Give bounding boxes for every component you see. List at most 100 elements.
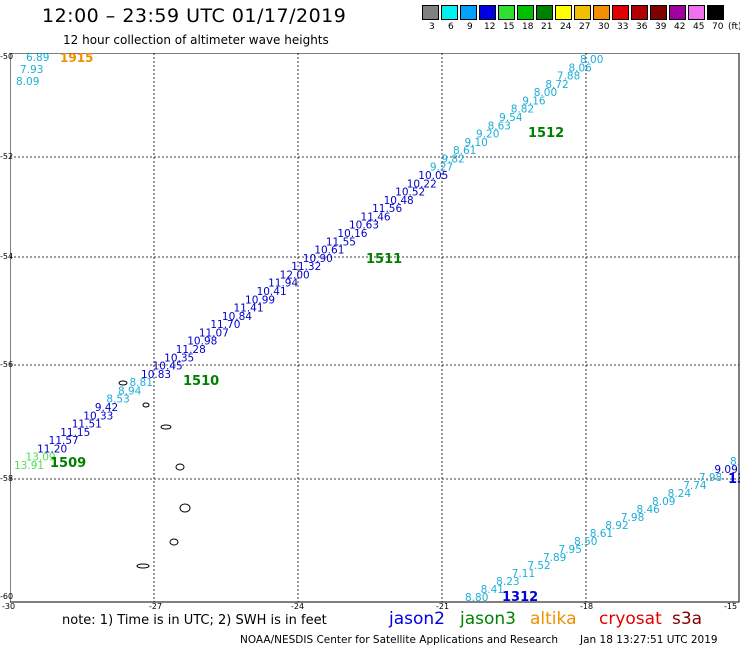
swh-reading: 9.27 bbox=[430, 162, 453, 174]
swh-reading: 8.09 bbox=[16, 76, 39, 88]
swh-reading: 10.90 bbox=[303, 253, 333, 265]
swh-reading: 9.16 bbox=[522, 95, 546, 107]
lat-label: -50 bbox=[0, 52, 14, 61]
color-scale-tick-label: 45 bbox=[693, 22, 705, 32]
color-scale-tick-label: 30 bbox=[598, 22, 610, 32]
swh-reading: 8.24 bbox=[668, 488, 692, 500]
color-swatch bbox=[612, 5, 629, 20]
wave-height-map: 6.89 7.93 8.09 8.00 8.06 7.88 8.72 8.00 9.16 8.82… bbox=[10, 53, 740, 603]
swh-reading: 7.74 bbox=[683, 480, 707, 492]
swh-reading: 10.22 bbox=[407, 178, 437, 190]
swh-reading: 10.41 bbox=[257, 286, 287, 298]
color-scale-tick-label: 9 bbox=[467, 22, 473, 32]
swh-reading: 6.89 bbox=[26, 53, 49, 64]
swh-reading: 8.46 bbox=[636, 504, 660, 516]
swh-reading: 11.15 bbox=[60, 427, 90, 439]
swh-reading: 10.84 bbox=[222, 311, 252, 323]
units-note: note: 1) Time is in UTC; 2) SWH is in fe… bbox=[62, 613, 327, 628]
swh-reading: 11.32 bbox=[291, 261, 321, 273]
color-swatch bbox=[650, 5, 667, 20]
swh-reading: 9.10 bbox=[464, 137, 487, 149]
lat-label: -52 bbox=[0, 152, 14, 161]
swh-reading: 11.51 bbox=[72, 419, 102, 431]
swh-reading: 10.99 bbox=[245, 294, 275, 306]
swh-reading: 8.94 bbox=[118, 385, 142, 397]
footer-agency: NOAA/NESDIS Center for Satellite Applica… bbox=[240, 634, 558, 646]
swh-reading: 11.94 bbox=[268, 278, 298, 290]
color-scale-tick-label: 70 bbox=[712, 22, 724, 32]
swh-reading: 8.00 bbox=[534, 87, 557, 99]
island-outline bbox=[169, 538, 179, 546]
swh-reading: 10.98 bbox=[187, 336, 217, 348]
swh-reading: 7.98 bbox=[699, 472, 722, 484]
island-outline bbox=[142, 402, 150, 408]
swh-reading: 8.53 bbox=[106, 394, 129, 406]
footer-timestamp: Jan 18 13:27:51 UTC 2019 bbox=[580, 634, 718, 646]
color-scale-tick-label: 21 bbox=[541, 22, 553, 32]
swh-reading: 8.06 bbox=[568, 62, 592, 74]
swh-reading: 8.46 bbox=[730, 456, 740, 468]
swh-reading: 11.55 bbox=[326, 236, 356, 248]
color-swatch bbox=[555, 5, 572, 20]
lon-label: -30 bbox=[2, 602, 16, 611]
color-swatch bbox=[574, 5, 591, 20]
legend-altika: altika bbox=[530, 609, 577, 629]
swh-reading: 10.61 bbox=[314, 245, 344, 257]
swh-reading: 7.98 bbox=[621, 512, 644, 524]
lat-label: -56 bbox=[0, 360, 14, 369]
swh-reading: 10.52 bbox=[395, 187, 425, 199]
swh-reading: 7.88 bbox=[557, 71, 580, 83]
lon-label: -24 bbox=[291, 602, 305, 611]
color-scale-tick-label: 27 bbox=[579, 22, 591, 32]
color-swatch bbox=[707, 5, 724, 20]
swh-reading: 8.92 bbox=[605, 520, 628, 532]
swh-reading: 11.28 bbox=[176, 344, 206, 356]
pass-time-label: 13 bbox=[728, 472, 740, 487]
color-scale-tick-label: 24 bbox=[560, 22, 572, 32]
swh-reading: 8.72 bbox=[545, 79, 568, 91]
swh-reading: 8.80 bbox=[465, 592, 488, 603]
legend-jason2: jason2 bbox=[389, 609, 445, 629]
swh-reading: 9.09 bbox=[714, 464, 737, 476]
island-outline bbox=[160, 424, 172, 430]
legend-jason3: jason3 bbox=[460, 609, 516, 629]
swh-reading: 10.48 bbox=[384, 195, 414, 207]
swh-reading: 11.20 bbox=[37, 443, 67, 455]
island-outline bbox=[118, 380, 128, 386]
swh-reading: 11.07 bbox=[199, 327, 229, 339]
swh-reading: 11.56 bbox=[372, 203, 402, 215]
lon-label: -15 bbox=[724, 602, 738, 611]
lon-label: -27 bbox=[149, 602, 163, 611]
page-subtitle: 12 hour collection of altimeter wave hei… bbox=[63, 33, 329, 47]
island-outline bbox=[136, 563, 150, 569]
pass-time-label: 1509 bbox=[50, 456, 86, 471]
swh-reading: 10.45 bbox=[153, 361, 183, 373]
color-swatch bbox=[422, 5, 439, 20]
lat-label: -60 bbox=[0, 592, 14, 601]
swh-reading: 10.16 bbox=[337, 228, 367, 240]
color-scale-tick-label: 15 bbox=[503, 22, 515, 32]
swh-reading: 8.81 bbox=[130, 377, 153, 389]
pass-time-label: 1512 bbox=[528, 126, 564, 141]
map-border bbox=[10, 53, 740, 603]
color-swatch bbox=[536, 5, 553, 20]
swh-reading: 7.95 bbox=[559, 544, 582, 556]
pass-time-label: 1312 bbox=[502, 590, 538, 603]
swh-reading: 9.20 bbox=[476, 129, 499, 141]
swh-reading: 12.00 bbox=[280, 269, 310, 281]
color-scale-tick-label: 18 bbox=[522, 22, 534, 32]
pass-time-label: 1915 bbox=[60, 53, 93, 65]
color-swatch bbox=[460, 5, 477, 20]
color-scale-tick-label: 12 bbox=[484, 22, 496, 32]
swh-reading: 8.63 bbox=[488, 120, 511, 132]
color-swatch bbox=[479, 5, 496, 20]
color-swatch bbox=[498, 5, 515, 20]
color-swatch bbox=[593, 5, 610, 20]
swh-reading: 7.93 bbox=[20, 64, 43, 76]
swh-reading: 8.23 bbox=[496, 576, 519, 588]
swh-reading: 11.41 bbox=[233, 303, 263, 315]
island-outline bbox=[175, 463, 185, 471]
swh-reading: 9.54 bbox=[499, 112, 523, 124]
swh-reading: 8.50 bbox=[574, 536, 597, 548]
swh-reading: 8.00 bbox=[580, 54, 603, 66]
